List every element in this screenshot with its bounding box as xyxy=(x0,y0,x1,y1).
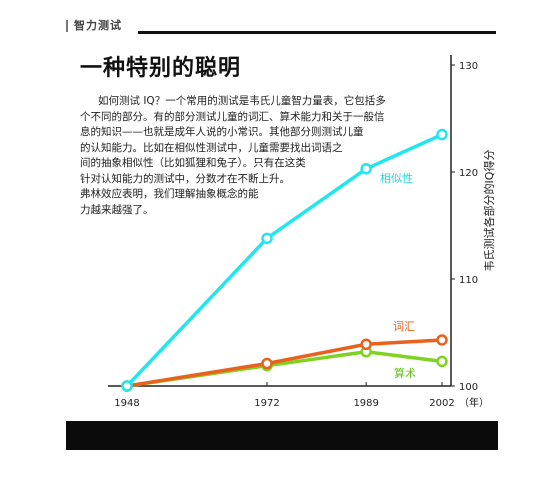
data-point xyxy=(121,380,133,392)
data-point xyxy=(360,163,372,175)
article-line: 的认知能力。比如在相似性测试中，儿童需要找出词语之 xyxy=(80,141,343,154)
series-line xyxy=(125,132,443,388)
article-line: 个不同的部分。有的部分测试儿童的词汇、算术能力和关于一般信 xyxy=(80,110,385,123)
article-line: 如何测试 IQ？一个常用的测试是韦氏儿童智力量表，它包括多 xyxy=(98,95,386,107)
y-tick-label: 120 xyxy=(459,168,478,179)
x-tick-label: 2002 xyxy=(429,398,454,409)
article-line: 间的抽象相似性（比如狐狸和兔子）。只有在这类 xyxy=(80,157,306,169)
data-point xyxy=(436,334,448,346)
series-line xyxy=(126,338,443,388)
article-text: 如何测试 IQ？一个常用的测试是韦氏儿童智力量表，它包括多 个不同的部分。有的部… xyxy=(80,94,420,218)
article-line: 力越来越强了。 xyxy=(80,203,154,216)
y-tick-label: 110 xyxy=(459,275,478,286)
series-label: 词汇 xyxy=(393,320,415,333)
top-rule xyxy=(138,31,496,34)
article-line: 弗林效应表明，我们理解抽象概念的能 xyxy=(80,188,259,200)
x-axis-label: （年） xyxy=(459,396,489,409)
article-line: 针对认知能力的测试中，分数才在不断上升。 xyxy=(80,172,290,185)
x-tick-label: 1989 xyxy=(353,398,378,409)
data-point xyxy=(436,355,448,368)
data-point xyxy=(261,232,273,245)
x-tick-label: 1972 xyxy=(254,398,279,409)
data-point xyxy=(436,128,448,141)
page-title: 一种特别的聪明 xyxy=(80,56,242,81)
data-point xyxy=(360,338,372,351)
series-label: 相似性 xyxy=(380,171,413,185)
article-line: 息的知识——也就是成年人说的小常识。其他部分则测试儿童 xyxy=(80,126,364,138)
section-label: 智力测试 xyxy=(66,20,122,32)
y-tick-label: 100 xyxy=(459,382,478,393)
data-point xyxy=(261,357,273,370)
y-tick-label: 130 xyxy=(459,61,478,72)
x-tick-label: 1948 xyxy=(114,398,139,409)
series-label: 算术 xyxy=(394,366,416,380)
y-axis-label: 韦氏测试各部分的IQ得分 xyxy=(482,150,496,272)
bottom-bar xyxy=(66,421,498,450)
